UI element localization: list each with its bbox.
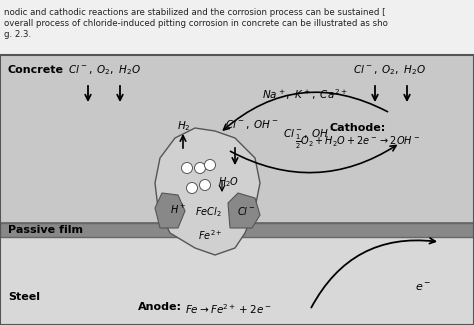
Text: Anode:: Anode:: [138, 302, 182, 312]
Text: $Na^+,\ K^+,\ Ca^{2+}$: $Na^+,\ K^+,\ Ca^{2+}$: [262, 87, 348, 102]
Bar: [0, 223, 474, 237]
Polygon shape: [155, 193, 185, 228]
Text: $H_2$: $H_2$: [177, 119, 191, 133]
Circle shape: [200, 179, 210, 190]
Text: nodic and cathodic reactions are stabilized and the corrosion process can be sus: nodic and cathodic reactions are stabili…: [4, 8, 385, 17]
Text: $Cl^-,\ O_2,\ H_2O$: $Cl^-,\ O_2,\ H_2O$: [354, 63, 427, 77]
Polygon shape: [155, 128, 260, 255]
Text: Passive film: Passive film: [8, 225, 83, 235]
Circle shape: [186, 183, 198, 193]
Text: $FeCl_2$: $FeCl_2$: [195, 205, 222, 219]
Bar: [0, 55, 474, 223]
Text: g. 2.3.: g. 2.3.: [4, 30, 31, 39]
Text: $H^+$: $H^+$: [170, 203, 186, 216]
Polygon shape: [228, 193, 260, 228]
Text: Concrete: Concrete: [8, 65, 64, 75]
Circle shape: [204, 160, 216, 171]
Bar: [0, 55, 474, 325]
Text: $Cl^-,\ O_2,\ H_2O$: $Cl^-,\ O_2,\ H_2O$: [68, 63, 142, 77]
Text: overall process of chloride-induced pitting corrosion in concrete can be illustr: overall process of chloride-induced pitt…: [4, 19, 388, 28]
Text: Steel: Steel: [8, 292, 40, 302]
Text: $Cl^-,\ OH^-$: $Cl^-,\ OH^-$: [225, 118, 279, 131]
Text: Cathode:: Cathode:: [330, 123, 386, 133]
Text: $Cl^-$: $Cl^-$: [237, 205, 255, 217]
Text: $\frac{1}{2}O_2 + H_2O + 2e^- \rightarrow 2OH^-$: $\frac{1}{2}O_2 + H_2O + 2e^- \rightarro…: [295, 133, 420, 151]
Bar: [0, 237, 474, 325]
Circle shape: [194, 162, 206, 174]
Text: $Cl^-,\ OH^-$: $Cl^-,\ OH^-$: [283, 127, 337, 140]
Text: $H_2O$: $H_2O$: [218, 175, 239, 189]
Circle shape: [182, 162, 192, 174]
Text: $Fe^{2+}$: $Fe^{2+}$: [198, 228, 223, 242]
Text: $e^-$: $e^-$: [415, 282, 431, 293]
Text: $Fe \rightarrow Fe^{2+} + 2e^-$: $Fe \rightarrow Fe^{2+} + 2e^-$: [185, 302, 272, 316]
